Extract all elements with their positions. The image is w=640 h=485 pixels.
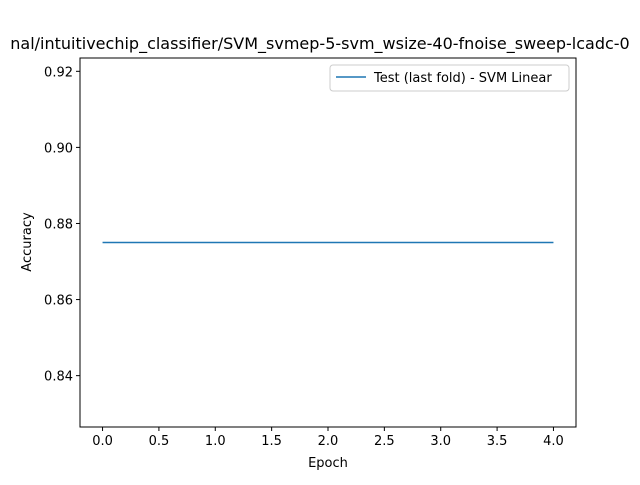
legend: Test (last fold) - SVM Linear xyxy=(329,64,570,92)
x-tick-label: 1.5 xyxy=(261,434,282,449)
x-axis-ticks: 0.0 0.5 1.0 1.5 2.0 2.5 3.0 3.5 4.0 xyxy=(92,427,564,449)
x-tick-label: 3.0 xyxy=(430,434,451,449)
chart-title: nal/intuitivechip_classifier/SVM_svmep-5… xyxy=(10,34,629,54)
y-tick-label: 0.84 xyxy=(44,370,73,385)
y-axis-ticks: 0.84 0.86 0.88 0.90 0.92 xyxy=(44,65,80,385)
y-axis-label: Accuracy xyxy=(20,212,35,272)
y-tick-label: 0.86 xyxy=(44,294,73,309)
x-tick-label: 0.0 xyxy=(92,434,113,449)
x-tick-label: 2.5 xyxy=(374,434,395,449)
y-tick-label: 0.92 xyxy=(44,65,73,80)
x-axis-label: Epoch xyxy=(308,456,348,471)
y-tick-label: 0.88 xyxy=(44,217,73,232)
x-tick-label: 3.5 xyxy=(487,434,508,449)
x-tick-label: 4.0 xyxy=(543,434,564,449)
legend-box xyxy=(329,64,570,92)
x-tick-label: 1.0 xyxy=(205,434,226,449)
x-tick-label: 2.0 xyxy=(318,434,339,449)
x-tick-label: 0.5 xyxy=(149,434,170,449)
y-tick-label: 0.90 xyxy=(44,141,73,156)
legend-label: Test (last fold) - SVM Linear xyxy=(373,71,552,86)
